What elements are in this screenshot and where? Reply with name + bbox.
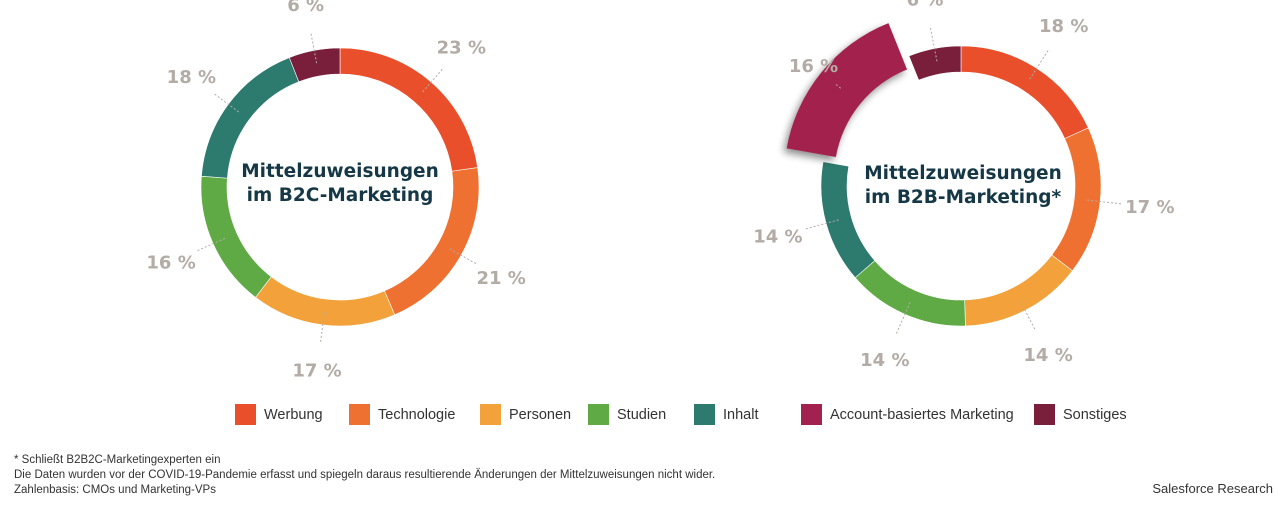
leader-line bbox=[449, 248, 478, 265]
footnote-asterisk: * Schließt B2B2C-Marketingexperten ein bbox=[14, 454, 221, 466]
legend-swatch bbox=[349, 404, 370, 425]
slice-account-basiertes-marketing bbox=[786, 23, 908, 158]
leader-line bbox=[929, 26, 938, 62]
slice-personen bbox=[255, 276, 396, 327]
leader-line bbox=[834, 83, 842, 89]
chart-title-line: Mittelzuweisungen bbox=[864, 163, 1062, 184]
legend-label: Sonstiges bbox=[1063, 406, 1127, 423]
data-label-sonstiges: 6 % bbox=[287, 0, 324, 16]
leader-line bbox=[1087, 199, 1123, 205]
slice-werbung bbox=[960, 45, 1089, 140]
chart-title-line: im B2B-Marketing* bbox=[865, 187, 1062, 208]
chart-legend: Werbung Technologie Personen Studien Inh… bbox=[0, 404, 1288, 434]
legend-item-studien: Studien bbox=[588, 404, 666, 425]
leader-line bbox=[320, 311, 325, 343]
data-label-studien: 16 % bbox=[146, 252, 195, 273]
legend-item-werbung: Werbung bbox=[235, 404, 323, 425]
data-label-werbung: 23 % bbox=[437, 37, 486, 58]
footnotes: * Schließt B2B2C-Marketingexperten ein D… bbox=[14, 453, 715, 498]
chart-title-line: Mittelzuweisungen bbox=[241, 161, 439, 182]
leader-line bbox=[804, 219, 839, 230]
leader-line bbox=[895, 302, 911, 335]
chart-title-line: im B2C-Marketing bbox=[247, 185, 434, 206]
data-label-technologie: 17 % bbox=[1125, 197, 1174, 218]
legend-item-account-basiertes-marketing: Account-basiertes Marketing bbox=[801, 404, 1014, 425]
donut-chart-b2c: 23 % 21 % 17 % 16 % 18 % 6 % Mittelzuweisungen… bbox=[146, 0, 525, 382]
legend-item-inhalt: Inhalt bbox=[694, 404, 758, 425]
data-label-account-basiertes-marketing: 16 % bbox=[789, 56, 838, 77]
data-label-personen: 14 % bbox=[1023, 345, 1072, 366]
legend-label: Account-basiertes Marketing bbox=[830, 406, 1014, 423]
legend-item-personen: Personen bbox=[480, 404, 571, 425]
slice-studien bbox=[854, 260, 966, 327]
footnote-basis: Zahlenbasis: CMOs und Marketing-VPs bbox=[14, 484, 216, 496]
source-credit: Salesforce Research bbox=[1152, 481, 1273, 496]
data-label-inhalt: 18 % bbox=[167, 67, 216, 88]
legend-label: Inhalt bbox=[723, 406, 759, 423]
slice-sonstiges bbox=[908, 45, 962, 81]
leader-line bbox=[196, 237, 226, 252]
legend-swatch bbox=[1034, 404, 1055, 425]
legend-swatch bbox=[588, 404, 609, 425]
data-label-sonstiges: 6 % bbox=[907, 0, 944, 10]
leader-line bbox=[1029, 49, 1050, 80]
leader-line bbox=[310, 32, 318, 64]
legend-item-sonstiges: Sonstiges bbox=[1034, 404, 1127, 425]
legend-label: Personen bbox=[509, 406, 572, 423]
legend-label: Studien bbox=[617, 406, 667, 423]
footnote-covid: Die Daten wurden vor der COVID-19-Pandem… bbox=[14, 469, 716, 481]
slice-personen bbox=[964, 254, 1073, 327]
leader-line bbox=[422, 68, 444, 93]
legend-item-technologie: Technologie bbox=[349, 404, 455, 425]
data-label-inhalt: 14 % bbox=[753, 227, 802, 248]
data-label-technologie: 21 % bbox=[476, 268, 525, 289]
legend-swatch bbox=[480, 404, 501, 425]
slice-werbung bbox=[339, 47, 478, 172]
data-label-werbung: 18 % bbox=[1039, 16, 1088, 37]
legend-swatch bbox=[694, 404, 715, 425]
slice-inhalt bbox=[820, 161, 876, 279]
data-label-studien: 14 % bbox=[860, 350, 909, 371]
legend-swatch bbox=[801, 404, 822, 425]
data-label-personen: 17 % bbox=[292, 361, 341, 382]
leader-line bbox=[1018, 298, 1036, 331]
slice-sonstiges bbox=[288, 47, 341, 83]
legend-label: Werbung bbox=[264, 406, 323, 423]
leader-line bbox=[213, 93, 240, 113]
legend-swatch bbox=[235, 404, 256, 425]
legend-label: Technologie bbox=[378, 406, 456, 423]
donut-chart-b2b: 18 % 17 % 14 % 14 % 14 % 16 % 6 % Mittelzuweisu… bbox=[753, 0, 1174, 371]
